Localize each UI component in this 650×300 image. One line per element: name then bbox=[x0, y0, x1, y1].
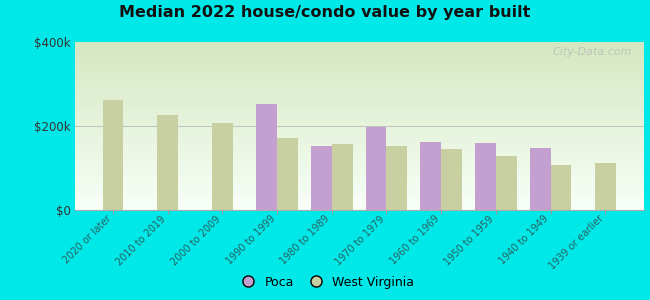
Text: Median 2022 house/condo value by year built: Median 2022 house/condo value by year bu… bbox=[120, 4, 530, 20]
Bar bbox=[157, 115, 178, 210]
Bar bbox=[496, 156, 517, 210]
Text: 1960 to 1969: 1960 to 1969 bbox=[388, 214, 441, 267]
Bar bbox=[387, 146, 408, 210]
Bar bbox=[530, 148, 551, 210]
Legend: Poca, West Virginia: Poca, West Virginia bbox=[231, 271, 419, 294]
Bar bbox=[212, 123, 233, 210]
Text: 1940 to 1949: 1940 to 1949 bbox=[497, 214, 551, 267]
Text: 1990 to 1999: 1990 to 1999 bbox=[224, 214, 277, 267]
Bar bbox=[421, 142, 441, 210]
Text: 2000 to 2009: 2000 to 2009 bbox=[169, 214, 222, 267]
Bar bbox=[441, 149, 462, 210]
Text: 1939 or earlier: 1939 or earlier bbox=[547, 214, 605, 272]
Bar bbox=[103, 100, 124, 210]
Bar bbox=[551, 165, 571, 210]
Text: 1950 to 1959: 1950 to 1959 bbox=[443, 214, 496, 267]
Text: 1980 to 1989: 1980 to 1989 bbox=[279, 214, 332, 267]
Bar bbox=[311, 146, 332, 210]
Text: 2020 or later: 2020 or later bbox=[61, 214, 113, 266]
Bar bbox=[277, 138, 298, 210]
Text: 1970 to 1979: 1970 to 1979 bbox=[333, 214, 387, 267]
Bar bbox=[256, 104, 277, 210]
Bar bbox=[366, 127, 387, 210]
Text: 2010 to 2019: 2010 to 2019 bbox=[114, 214, 168, 267]
Text: City-Data.com: City-Data.com bbox=[552, 47, 632, 57]
Bar bbox=[595, 163, 616, 210]
Bar bbox=[475, 143, 496, 210]
Bar bbox=[332, 144, 352, 210]
